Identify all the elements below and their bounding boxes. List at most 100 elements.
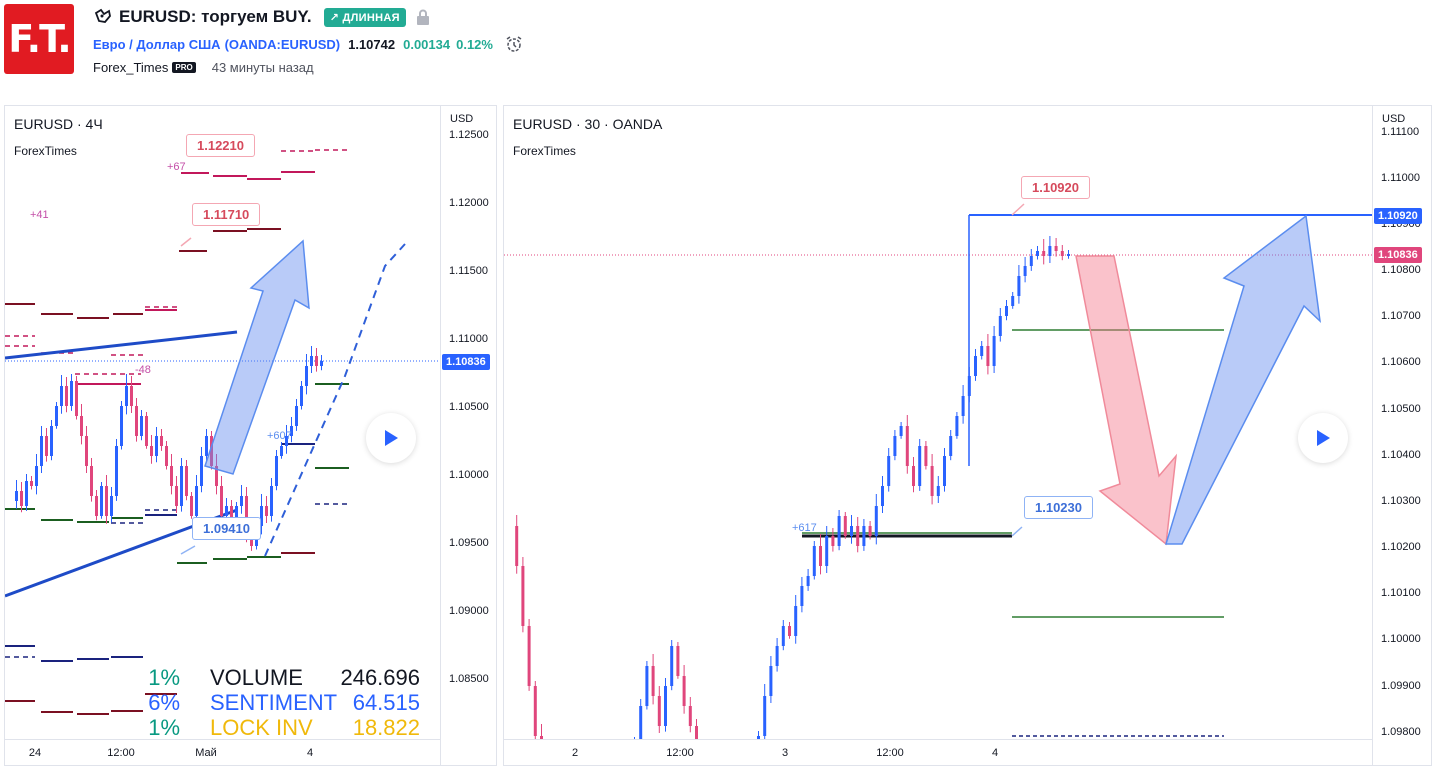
candle-body — [1023, 266, 1027, 276]
chart-30m-subtitle: ForexTimes — [513, 144, 576, 158]
idea-title-row: EURUSD: торгуем BUY. ↗ ДЛИННАЯ — [93, 6, 430, 28]
symbol-code-link[interactable]: (OANDA:EURUSD) — [224, 36, 341, 52]
play-icon — [1317, 430, 1330, 446]
candle-body — [75, 381, 78, 416]
y-tick: 1.10800 — [1381, 264, 1421, 276]
candle-body — [150, 446, 153, 456]
idea-title: EURUSD: торгуем BUY. — [119, 7, 312, 26]
current-price-tag: 1.10836 — [1374, 247, 1422, 263]
candle-body — [843, 516, 847, 536]
stat-pct: 1% — [148, 715, 180, 740]
candle-body — [992, 336, 996, 366]
candle-body — [918, 446, 922, 486]
candle-body — [806, 576, 810, 586]
sell-arrow-shape — [1075, 255, 1178, 546]
candle-body — [155, 436, 158, 456]
candle-body — [295, 406, 298, 426]
stat-sentiment: 6% SENTIMENT 64.515 — [140, 690, 420, 715]
stat-value: 64.515 — [352, 690, 420, 715]
stat-pct: 1% — [148, 665, 180, 690]
candle-body — [70, 381, 73, 406]
y-tick: 1.10200 — [1381, 541, 1421, 553]
current-price-tag: 1.10836 — [442, 354, 490, 370]
candle-body — [1042, 251, 1046, 256]
symbol-name-link[interactable]: Евро / Доллар США — [93, 36, 221, 52]
candle-body — [170, 466, 173, 486]
candle-body — [819, 546, 822, 566]
candle-body — [1011, 296, 1015, 306]
candle-body — [1017, 276, 1021, 296]
candle-body — [305, 366, 308, 386]
projection-dashed-line — [264, 243, 406, 557]
forextimes-logo[interactable]: F.T. — [4, 4, 74, 74]
candle-body — [936, 486, 940, 496]
stat-pct: 6% — [148, 690, 180, 715]
candle-body — [60, 386, 63, 406]
candle-body — [245, 496, 248, 536]
price-axis[interactable]: USD 1.12500 1.12000 1.11500 1.11000 1.10… — [440, 106, 496, 765]
alarm-clock-icon[interactable] — [505, 35, 523, 53]
symbol-price: 1.10742 — [348, 36, 396, 52]
label-support: 1.10230 — [1024, 496, 1093, 519]
symbol-change-pct: 0.12% — [456, 36, 493, 52]
price-axis[interactable]: USD 1.11100 1.11000 1.10900 1.10800 1.10… — [1372, 106, 1431, 765]
candle-body — [924, 446, 928, 466]
y-tick: 1.11000 — [1381, 172, 1420, 184]
candle-body — [967, 376, 971, 396]
candle-body — [781, 626, 785, 646]
candle-body — [862, 526, 866, 546]
label-pointer — [1011, 526, 1023, 537]
candle-body — [35, 466, 38, 486]
y-tick: 1.10000 — [1381, 633, 1421, 645]
axis-currency: USD — [450, 113, 474, 125]
trendline-upper — [5, 330, 238, 360]
time-axis[interactable]: 2 12:00 3 12:00 4 — [504, 739, 1372, 765]
x-tick: 3 — [781, 747, 789, 759]
candle-body — [905, 426, 909, 466]
candle-body — [893, 436, 897, 456]
stat-volume: 1% VOLUME 246.696 — [140, 665, 420, 690]
stat-name: SENTIMENT — [210, 690, 338, 715]
y-tick: 1.12000 — [449, 197, 489, 209]
candle-body — [1060, 251, 1064, 256]
candle-body — [1005, 306, 1008, 316]
candle-body — [280, 446, 283, 456]
long-badge[interactable]: ↗ ДЛИННАЯ — [323, 7, 406, 27]
candle-body — [165, 446, 168, 466]
candle-body — [980, 346, 984, 356]
candle-body — [521, 566, 525, 626]
chart-30m-title: EURUSD · 30 · OANDA — [513, 116, 663, 132]
bull-icon — [94, 8, 111, 23]
chart-30m-pane[interactable]: EURUSD · 30 · OANDA ForexTimes 1.10920 1… — [503, 105, 1432, 766]
play-button[interactable] — [1298, 413, 1348, 463]
label-pointer — [1011, 203, 1025, 216]
chart-4h-title: EURUSD · 4Ч — [14, 116, 103, 132]
play-button[interactable] — [366, 413, 416, 463]
candle-body — [527, 626, 531, 686]
buy-arrow-shape — [204, 239, 310, 475]
x-tick: 12:00 — [876, 747, 904, 759]
symbol-change: 0.00134 — [403, 36, 451, 52]
chart-4h-canvas[interactable] — [5, 106, 497, 766]
candle-body — [80, 416, 83, 436]
candle-body — [200, 456, 203, 486]
delta-label: -48 — [135, 364, 151, 376]
candle-body — [955, 416, 959, 436]
candle-body — [949, 436, 953, 456]
pro-badge: PRO — [172, 61, 196, 73]
y-tick: 1.10100 — [1381, 587, 1421, 599]
candle-body — [230, 506, 233, 526]
chart-4h-pane[interactable]: EURUSD · 4Ч ForexTimes 1.12210 1.11710 1… — [4, 105, 497, 766]
candle-body — [688, 706, 692, 726]
chart-30m-canvas[interactable] — [504, 106, 1432, 766]
time-axis[interactable]: 24 12:00 Май 4 — [5, 739, 440, 765]
author-link[interactable]: Forex_Times — [93, 59, 169, 75]
y-tick: 1.10700 — [1381, 310, 1421, 322]
candle-body — [185, 466, 188, 496]
candle-body — [1054, 246, 1058, 251]
candle-body — [998, 316, 1002, 336]
candle-body — [856, 526, 860, 546]
candle-body — [95, 496, 98, 516]
candle-body — [874, 506, 878, 536]
candle-body — [825, 536, 829, 566]
